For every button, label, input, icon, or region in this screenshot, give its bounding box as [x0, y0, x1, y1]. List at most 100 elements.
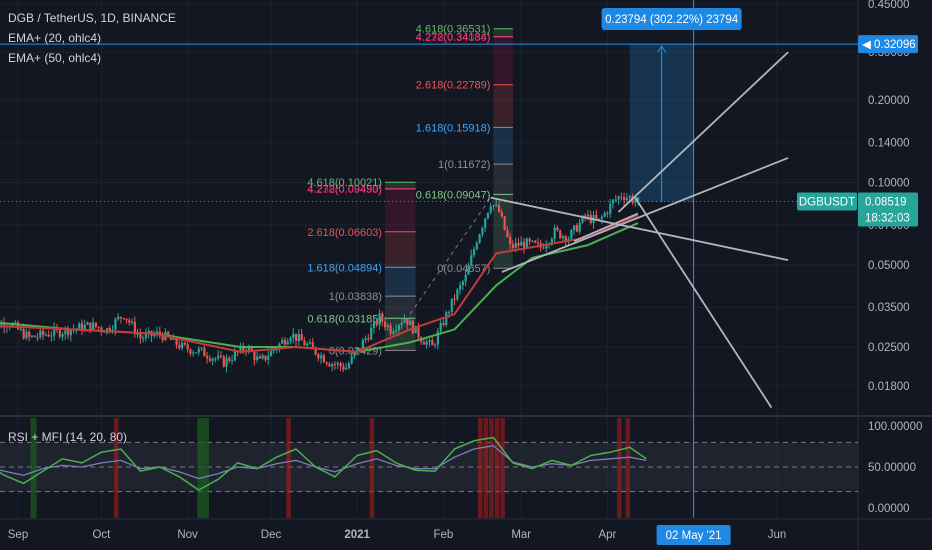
candle-body: [239, 345, 242, 352]
candle-body: [0, 322, 3, 328]
candle-body: [542, 247, 545, 249]
candle-body: [270, 350, 273, 357]
fib0-zone-2: [384, 267, 416, 297]
candle-body: [523, 241, 526, 248]
candle-body: [92, 322, 95, 330]
candle-body: [450, 298, 453, 313]
candle-body: [497, 205, 501, 212]
candle-body: [289, 338, 292, 342]
candle-body: [531, 240, 534, 242]
last-price-tag: [858, 192, 918, 227]
candle-body: [253, 351, 256, 361]
candle-body: [536, 242, 540, 244]
candle-body: [44, 334, 48, 336]
ema20-legend[interactable]: EMA+ (20, ohlc4): [8, 31, 102, 45]
candle-body: [206, 356, 209, 359]
candle-body: [492, 205, 495, 207]
candle-body: [250, 347, 253, 352]
fib0-zone-1: [384, 296, 416, 319]
fib0-label-3: 1.618(0.04894): [307, 262, 382, 274]
trendlines[interactable]: [490, 51, 789, 409]
candle-body: [283, 339, 287, 345]
symbol-legend[interactable]: DGB / TetherUS, 1D, BINANCE: [8, 11, 176, 25]
candle-body: [64, 327, 67, 335]
candle-body: [264, 355, 267, 360]
oversold-shade-0: [30, 418, 37, 518]
candle-body: [564, 236, 567, 242]
candle-body: [406, 318, 409, 326]
fib1-label-5: 4.236(0.34038): [416, 32, 491, 44]
rsi-mfi-lines: [0, 436, 647, 491]
candle-body: [133, 321, 136, 335]
fib1-zone-0: [493, 194, 513, 269]
candle-body: [3, 322, 6, 328]
rsi-mfi-legend[interactable]: RSI + MFI (14, 20, 80): [8, 430, 128, 444]
fib0-label-5: 4.236(0.09453): [307, 184, 382, 196]
candle-body: [495, 205, 498, 207]
y-tick-label: 0.05000: [868, 260, 910, 272]
candle-body: [67, 327, 70, 336]
candle-body: [614, 199, 617, 201]
x-tick-label: Oct: [92, 529, 111, 541]
candle-body: [247, 347, 250, 352]
candle-body: [434, 344, 437, 346]
candle-body: [606, 212, 609, 214]
y-tick-label: 0.45000: [868, 0, 910, 11]
candle-body: [545, 244, 548, 249]
candle-body: [464, 274, 467, 282]
y-tick-label: 0.10000: [868, 177, 910, 189]
candle-body: [428, 340, 431, 342]
trendline-0: [490, 196, 789, 261]
candle-body: [242, 345, 245, 351]
candle-body: [217, 355, 220, 359]
x-tick-label: Apr: [598, 529, 616, 541]
candle-body: [144, 333, 148, 339]
candle-body: [339, 363, 342, 367]
trendline-1: [501, 157, 789, 273]
candle-body: [609, 203, 612, 214]
candle-body: [356, 348, 359, 353]
x-tick-label: Sep: [8, 529, 28, 541]
fib1-zone-6: [493, 28, 513, 37]
candle-body: [231, 360, 234, 362]
overbought-shade-9: [625, 418, 630, 518]
candle-body: [467, 265, 470, 275]
candle-body: [69, 330, 73, 336]
candle-body: [258, 356, 262, 359]
candle-body: [534, 240, 537, 243]
candle-body: [500, 211, 503, 217]
overbought-shade-3: [478, 418, 483, 518]
candle-body: [228, 357, 231, 361]
candle-body: [281, 339, 284, 344]
candle-body: [478, 234, 481, 244]
overbought-shade-4: [483, 418, 489, 518]
candle-body: [472, 249, 476, 256]
price-tags: ◀ 0.32096 DGBUSDT 0.08519 18:32:03 02 May '2…: [656, 35, 918, 545]
candle-body: [100, 327, 103, 331]
candle-body: [78, 323, 81, 329]
candle-body: [53, 327, 56, 336]
candle-body: [414, 325, 417, 334]
candle-body: [559, 230, 562, 239]
overbought-shade-7: [500, 418, 505, 518]
candle-body: [367, 338, 370, 340]
x-tick-label: Dec: [261, 529, 282, 541]
fib-extensions: 0(0.02429)0.618(0.03185)1(0.03838)1.618(…: [307, 24, 513, 357]
ema50-legend[interactable]: EMA+ (50, ohlc4): [8, 51, 102, 65]
candle-body: [158, 331, 161, 335]
candle-body: [17, 322, 20, 330]
candle-body: [628, 196, 631, 198]
date-tag: [656, 525, 731, 545]
candle-body: [194, 352, 198, 354]
candle-body: [295, 333, 298, 342]
candle-body: [256, 356, 259, 361]
rsi-band: [0, 441, 858, 493]
candle-body: [447, 312, 451, 314]
fib1-zone-4: [493, 37, 513, 85]
overbought-shade-8: [617, 418, 622, 518]
candle-body: [322, 355, 326, 363]
candle-body: [422, 342, 426, 345]
candle-body: [459, 285, 462, 290]
y-tick-label: 0.01800: [868, 381, 910, 393]
